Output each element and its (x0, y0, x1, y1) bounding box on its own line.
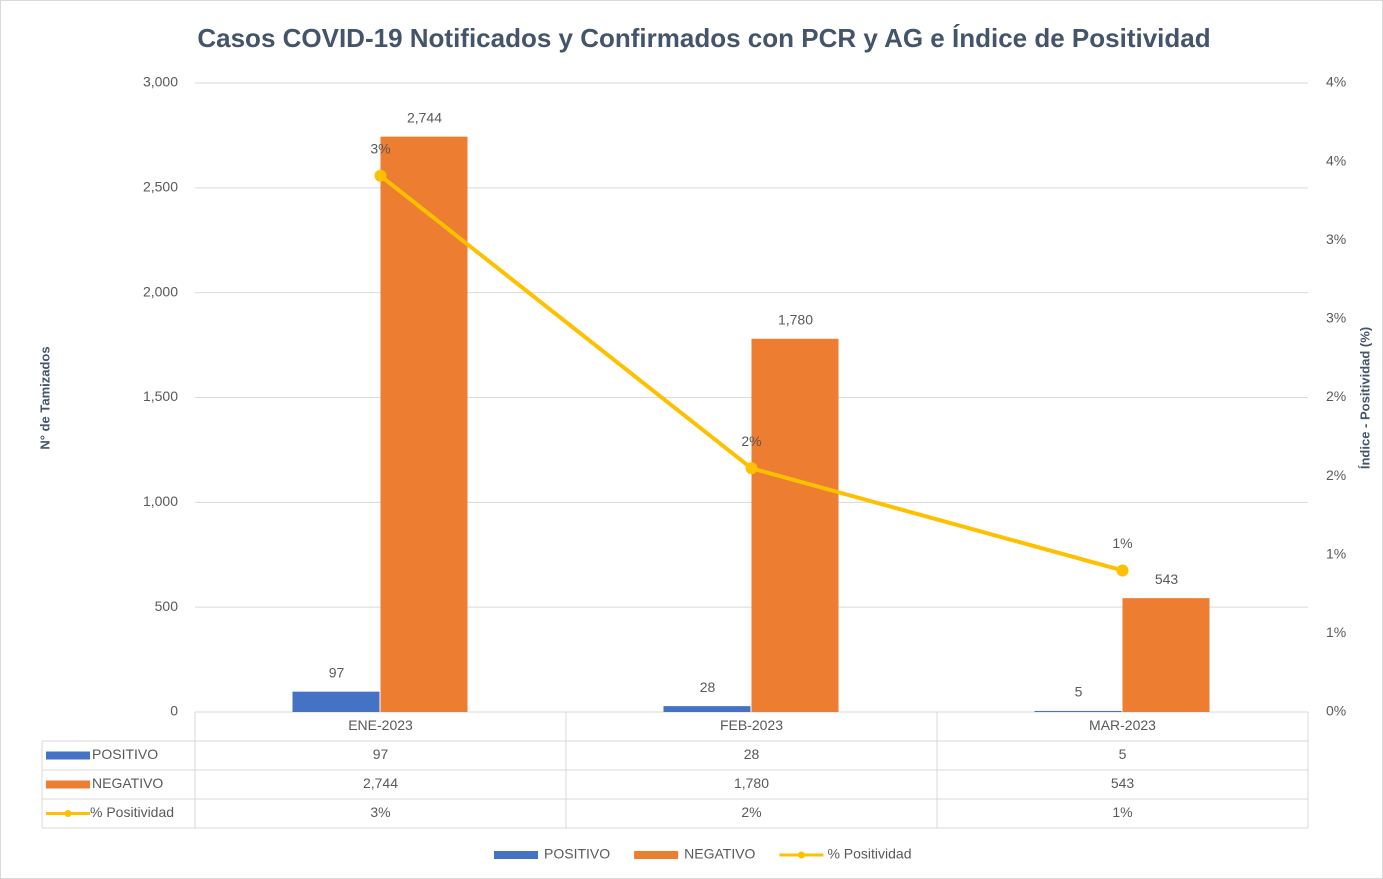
line-marker (745, 462, 758, 475)
chart-title: Casos COVID-19 Notificados y Confirmados… (197, 23, 1210, 53)
legend-label: POSITIVO (544, 846, 610, 862)
table-cell: 1% (1112, 804, 1132, 820)
y-tick-label: 2,500 (143, 179, 178, 195)
legend-key (797, 851, 805, 859)
legend-key (494, 851, 538, 859)
y2-tick-label: 4% (1326, 74, 1346, 90)
bar (1034, 710, 1122, 712)
y-tick-label: 2,000 (143, 283, 178, 299)
y2-tick-label: 2% (1326, 388, 1346, 404)
bar-value-label: 2,744 (407, 109, 442, 125)
x-tick-label: ENE-2023 (348, 717, 413, 733)
table-cell: 3% (370, 804, 390, 820)
bar-value-label: 1,780 (778, 311, 813, 327)
line-value-label: 3% (370, 140, 390, 156)
y2-tick-label: 3% (1326, 231, 1346, 247)
table-series-name: NEGATIVO (92, 775, 163, 791)
table-legend-key (46, 751, 90, 760)
legend-key (634, 851, 679, 859)
table-series-name: % Positividad (90, 804, 174, 820)
bar-value-label: 543 (1155, 571, 1179, 587)
line-marker (1116, 564, 1129, 577)
table-cell: 543 (1111, 775, 1135, 791)
table-cell: 28 (744, 746, 760, 762)
x-tick-label: MAR-2023 (1089, 717, 1156, 733)
bar-value-label: 28 (700, 679, 716, 695)
line-value-label: 1% (1112, 535, 1132, 551)
y-tick-label: 500 (155, 598, 179, 614)
y2-tick-label: 2% (1326, 467, 1346, 483)
y2-axis-title: Índice - Positividad (%) (1357, 327, 1372, 469)
y2-tick-label: 3% (1326, 310, 1346, 326)
table-series-name: POSITIVO (92, 746, 158, 762)
bar (1122, 598, 1210, 712)
y2-tick-label: 4% (1326, 152, 1346, 168)
table-legend-key (64, 810, 72, 817)
x-tick-label: FEB-2023 (720, 717, 783, 733)
legend-label: % Positividad (827, 846, 911, 862)
table-cell: 2,744 (363, 775, 398, 791)
line-value-label: 2% (741, 433, 761, 449)
y-tick-label: 0 (170, 703, 178, 719)
bar (663, 706, 751, 712)
bar-value-label: 5 (1075, 684, 1083, 700)
y-tick-label: 3,000 (143, 74, 178, 90)
bar-value-label: 97 (329, 664, 345, 680)
table-cell: 97 (373, 746, 389, 762)
y2-tick-label: 1% (1326, 545, 1346, 561)
legend-label: NEGATIVO (684, 846, 755, 862)
table-cell: 1,780 (734, 775, 769, 791)
y2-tick-label: 0% (1326, 703, 1346, 719)
y-tick-label: 1,000 (143, 493, 178, 509)
y2-tick-label: 1% (1326, 624, 1346, 640)
table-cell: 2% (741, 804, 761, 820)
y-tick-label: 1,500 (143, 388, 178, 404)
y-axis-title: N° de Tamizados (37, 346, 52, 449)
bar (292, 691, 380, 712)
table-legend-key (46, 780, 90, 789)
bar (380, 136, 468, 712)
bar (751, 338, 839, 712)
table-cell: 5 (1119, 746, 1127, 762)
line-marker (374, 169, 387, 182)
